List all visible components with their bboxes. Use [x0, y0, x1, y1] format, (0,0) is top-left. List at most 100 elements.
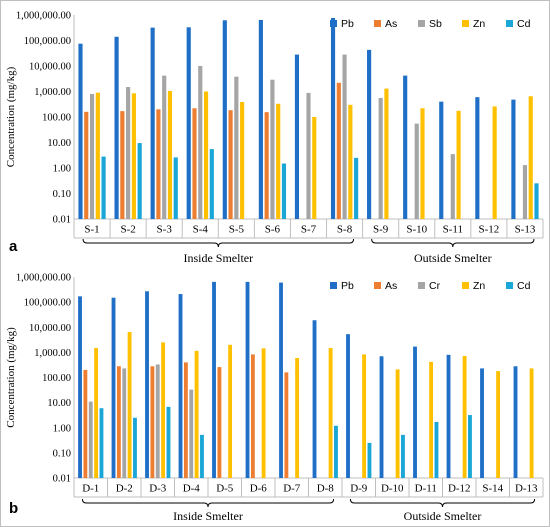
legend-label-cd: Cd [517, 280, 531, 292]
y-tick-label: 0.10 [53, 189, 71, 200]
bar-zn [276, 103, 281, 219]
y-tick-label: 1,000.00 [34, 348, 71, 359]
y-tick-label: 10.00 [47, 398, 71, 409]
legend-label-as: As [385, 18, 397, 30]
x-tick-label: S-9 [373, 224, 389, 236]
bar-pb [78, 296, 82, 478]
y-tick-label: 100,000.00 [24, 298, 71, 309]
bar-cd [99, 408, 104, 478]
bar-sb [450, 154, 455, 219]
y-tick-label: 1,000.00 [34, 87, 71, 98]
bar-as [84, 111, 89, 219]
group-bracket [82, 238, 355, 248]
bar-cd [401, 434, 405, 478]
bar-as [264, 112, 269, 219]
bar-sb [306, 92, 311, 219]
chart-panel-b: 1,000,000.00 100,000.00 10,000.00 1,000.00 1… [5, 273, 544, 523]
bar-zn [203, 91, 209, 219]
bar-pb [111, 297, 116, 478]
legend-label-as: As [385, 280, 397, 292]
bar-zn [228, 344, 233, 478]
x-tick-label: S-4 [193, 224, 209, 236]
bar-zn [295, 357, 300, 478]
group-bracket [371, 238, 535, 248]
x-tick-label: S-5 [229, 224, 245, 236]
bar-cd [101, 156, 106, 219]
bar-pb [475, 97, 480, 219]
group-label: Outside Smelter [404, 509, 482, 523]
legend-swatch-zn [462, 20, 469, 27]
bar-zn [167, 90, 173, 220]
bar-cd [354, 157, 359, 219]
bar-zn [395, 369, 400, 478]
bar-as [217, 367, 222, 478]
x-tick-label: S-7 [301, 224, 317, 236]
legend-swatch-cd [506, 282, 513, 289]
x-tick-label: S-11 [443, 224, 463, 236]
x-tick-label: S-10 [406, 224, 427, 236]
bar-cd [434, 421, 439, 478]
bar-pb [114, 36, 119, 219]
bar-sb [270, 79, 275, 220]
bar-pb [212, 281, 216, 478]
bar-sb [414, 123, 419, 219]
bar-pb [245, 281, 250, 478]
bar-cd [137, 143, 142, 219]
y-tick-label: 1.00 [53, 423, 71, 434]
y-tick-label: 0.01 [53, 215, 71, 226]
bar-pb [150, 27, 155, 220]
bar-cd [534, 183, 539, 219]
bar-pb [446, 354, 451, 478]
bar-pb [413, 346, 417, 478]
bar-pb [222, 20, 227, 219]
x-tick-label: D-7 [283, 483, 301, 495]
y-tick-label: 1,000,000.00 [16, 11, 71, 22]
legend-swatch-cr [418, 282, 425, 289]
bar-cd [281, 163, 287, 219]
bar-as [336, 82, 341, 220]
bar-zn [529, 368, 534, 478]
group-bracket [81, 498, 335, 508]
chart-panel-a: 1,000,000.00 100,000.00 10,000.00 1,000.00 1… [5, 11, 544, 265]
bar-sb [342, 54, 347, 219]
bar-cd [209, 149, 214, 219]
legend-label-zn: Zn [473, 18, 485, 30]
bar-cd [173, 157, 178, 219]
x-tick-label: D-2 [116, 483, 133, 495]
legend-label-cr: Cr [429, 280, 441, 292]
bar-as [156, 109, 161, 219]
x-tick-label: S-13 [515, 224, 536, 236]
bar-sb [234, 76, 239, 219]
bar-cd [334, 425, 338, 478]
bar-sb [522, 165, 528, 219]
bar-zn [131, 93, 136, 219]
y-axis-title: Concentration (mg/kg) [5, 327, 17, 428]
x-tick-label: D-11 [415, 483, 437, 495]
bar-zn [362, 354, 367, 478]
y-axis-title: Concentration (mg/kg) [5, 66, 17, 167]
legend-swatch-pb [330, 282, 337, 289]
x-tick-label: D-1 [82, 483, 99, 495]
x-tick-label: S-3 [157, 224, 173, 236]
bar-as [120, 111, 125, 219]
bar-cd [367, 442, 372, 478]
bar-zn [312, 117, 317, 219]
bar-zn [127, 331, 132, 478]
bar-sb [89, 93, 95, 219]
y-tick-label: 0.10 [53, 448, 71, 459]
group-bracket [349, 498, 536, 508]
y-tick-label: 10.00 [47, 138, 71, 149]
y-tick-label: 100.00 [42, 113, 71, 124]
legend-label-sb: Sb [429, 18, 442, 30]
bar-pb [346, 334, 350, 478]
bar-cr [189, 389, 194, 478]
bar-pb [294, 54, 300, 219]
x-tick-label: D-8 [317, 483, 335, 495]
bar-cr [155, 364, 160, 478]
bar-pb [379, 356, 384, 478]
bar-pb [330, 18, 336, 219]
bar-cd [133, 417, 137, 478]
y-tick-label: 0.01 [53, 474, 71, 485]
legend-label-zn: Zn [473, 280, 485, 292]
bar-zn [94, 347, 99, 478]
